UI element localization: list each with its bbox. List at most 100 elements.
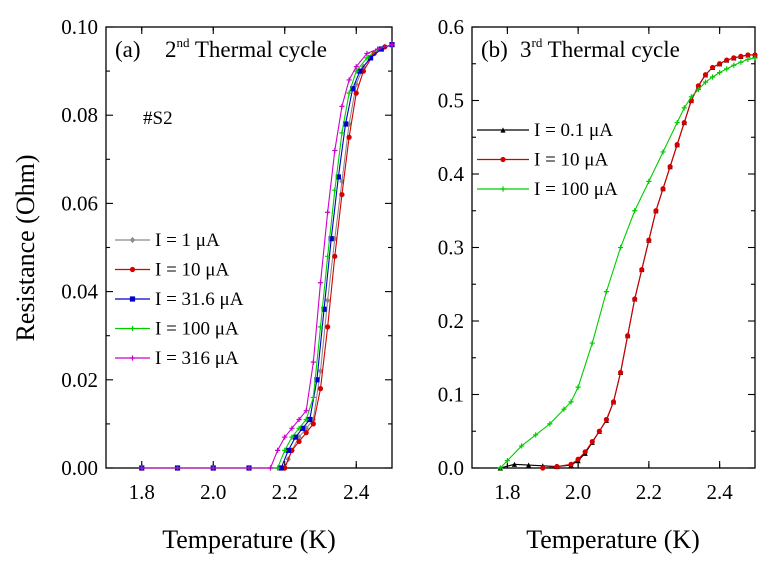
panel-a-data-point xyxy=(174,465,181,471)
panel-a-x-tick-label: 2.0 xyxy=(200,480,226,504)
panel-a-data-point xyxy=(296,416,302,423)
panel-b-series-line xyxy=(499,57,756,469)
panel-a-data-point xyxy=(357,68,363,74)
y-axis-title: Resistance (Ohm) xyxy=(11,154,40,341)
panel-b-legend-item: I = 0.1 μA xyxy=(477,120,613,141)
panel-b-legend: I = 0.1 μA I = 10 μA I = 100 μA xyxy=(477,120,618,200)
panel-a-data-point xyxy=(339,130,345,136)
panel-b-data-point xyxy=(589,340,595,346)
panel-b-y-tick-label: 0.4 xyxy=(438,162,465,186)
panel-b-data-point xyxy=(575,384,581,390)
panel-a-legend-item: I = 10 μA xyxy=(115,260,229,281)
panel-b-legend-item: I = 10 μA xyxy=(477,150,608,171)
panel-a-data-point xyxy=(364,50,370,57)
panel-b-data-point xyxy=(603,289,610,295)
panel-b-legend-item: I = 100 μA xyxy=(477,179,618,200)
panel-a-annotation: #S2 xyxy=(143,108,173,129)
panel-b-data-point xyxy=(709,74,716,80)
panel-b-data-point xyxy=(688,94,694,100)
panel-b-y-tick-label: 0.6 xyxy=(438,15,464,39)
panel-a-data-point xyxy=(246,465,252,471)
panel-b-legend-label: I = 0.1 μA xyxy=(534,120,613,141)
panel-b-data-point xyxy=(702,79,709,85)
panel-b-x-tick-label: 2.4 xyxy=(707,480,734,504)
panel-a-y-tick-label: 0.02 xyxy=(61,368,98,392)
panel-b-data-point xyxy=(511,461,518,467)
panel-b-y-tick-label: 0.3 xyxy=(438,236,464,260)
panel-a-y-tick-label: 0.04 xyxy=(61,280,98,304)
panel-a-series-1 xyxy=(139,41,395,472)
panel-a-data-point xyxy=(303,408,309,414)
panel-a-x-tick-label: 2.4 xyxy=(343,480,370,504)
panel-a-data-point xyxy=(353,64,359,70)
panel-a-legend-marker xyxy=(129,325,136,332)
panel-b-label: (b) xyxy=(481,37,508,62)
panel-a-series-5 xyxy=(139,42,395,471)
panel-a-data-point xyxy=(210,465,216,471)
panel-a-legend-label: I = 31.6 μA xyxy=(155,289,244,310)
panel-a-data-point xyxy=(339,191,345,198)
panel-a-series-3 xyxy=(139,42,395,471)
panel-b-data-point xyxy=(674,142,680,148)
panel-b-legend-marker xyxy=(500,156,506,163)
panel-b-y-tick-label: 0.1 xyxy=(438,383,464,407)
panel-b-y-tick-label: 0.0 xyxy=(438,456,464,480)
panel-b-x-tick-label: 2.0 xyxy=(565,480,591,504)
panel-a-legend-label: I = 316 μA xyxy=(155,348,239,369)
panel-b-data-point xyxy=(738,53,744,60)
panel-a-series-line xyxy=(141,44,393,469)
panel-a-data-point xyxy=(325,297,331,304)
panel-b-data-point xyxy=(540,465,546,471)
panel-a-legend-item: I = 31.6 μA xyxy=(115,289,244,310)
panel-a-data-point xyxy=(282,447,288,453)
panel-a-data-point xyxy=(332,253,338,259)
panel-a-data-point xyxy=(300,425,306,431)
panel-a-legend-marker xyxy=(129,266,136,273)
panel-b-legend-marker xyxy=(500,186,506,192)
panel-a-legend-marker xyxy=(129,355,136,361)
panel-b: 1.8 2.0 2.2 2.4 0.0 0.1 0.2 0.3 0.4 0.5 0.6 (b) 3r… xyxy=(438,15,758,554)
panel-b-data-point xyxy=(745,56,751,62)
panel-a-data-point xyxy=(275,447,281,453)
panel-b-data-point xyxy=(681,119,687,126)
panel-a-data-point xyxy=(310,421,316,427)
panel-b-series-line xyxy=(500,54,755,469)
panel-a-data-point xyxy=(339,103,345,109)
panel-b-data-point xyxy=(731,62,737,68)
panel-b-title: 3rd Thermal cycle xyxy=(520,35,680,62)
panel-a-data-point xyxy=(371,50,377,57)
panel-b-data-point xyxy=(731,55,737,61)
panel-b-data-point xyxy=(724,57,730,63)
panel-a-data-point xyxy=(353,68,359,74)
panel-b-x-tick-label: 1.8 xyxy=(494,480,520,504)
panel-a-data-point xyxy=(310,359,316,365)
panel-b-data-point xyxy=(674,119,680,126)
panel-a-data-point xyxy=(328,236,334,242)
panel-a-series-2 xyxy=(139,42,395,471)
panel-a-data-point xyxy=(389,42,395,48)
panel-b-data-point xyxy=(568,399,574,405)
panel-b-data-point xyxy=(695,83,702,89)
panel-a-series-line xyxy=(141,44,393,469)
panel-b-data-point xyxy=(632,208,638,214)
panel-a-data-point xyxy=(346,120,352,128)
panel-b-x-axis-title: Temperature (K) xyxy=(526,525,700,554)
panel-b-x-tick-label: 2.2 xyxy=(636,480,662,504)
panel-a-data-point xyxy=(317,324,324,330)
panel-b-data-point xyxy=(752,52,758,58)
panel-a-data-point xyxy=(303,425,309,432)
panel-a-data-point xyxy=(292,434,299,440)
panel-a-legend-item: I = 1 μA xyxy=(115,230,220,251)
panel-a-series-line xyxy=(141,44,393,469)
panel-a-data-point xyxy=(317,386,324,392)
panel-a-data-point xyxy=(317,367,324,375)
panel-b-data-point xyxy=(625,333,631,339)
panel-a-y-tick-label: 0.06 xyxy=(61,191,98,215)
panel-a-series xyxy=(139,41,395,472)
panel-b-data-point xyxy=(497,465,503,471)
panel-a-data-point xyxy=(321,306,327,312)
panel-a-ticks: 1.8 2.0 2.2 2.4 0.00 0.02 0.04 0.06 0.08 0.10 xyxy=(61,15,392,504)
panel-a-series-line xyxy=(141,44,393,469)
panel-a-data-point xyxy=(325,253,331,259)
panel-a-legend-label: I = 10 μA xyxy=(155,260,229,281)
